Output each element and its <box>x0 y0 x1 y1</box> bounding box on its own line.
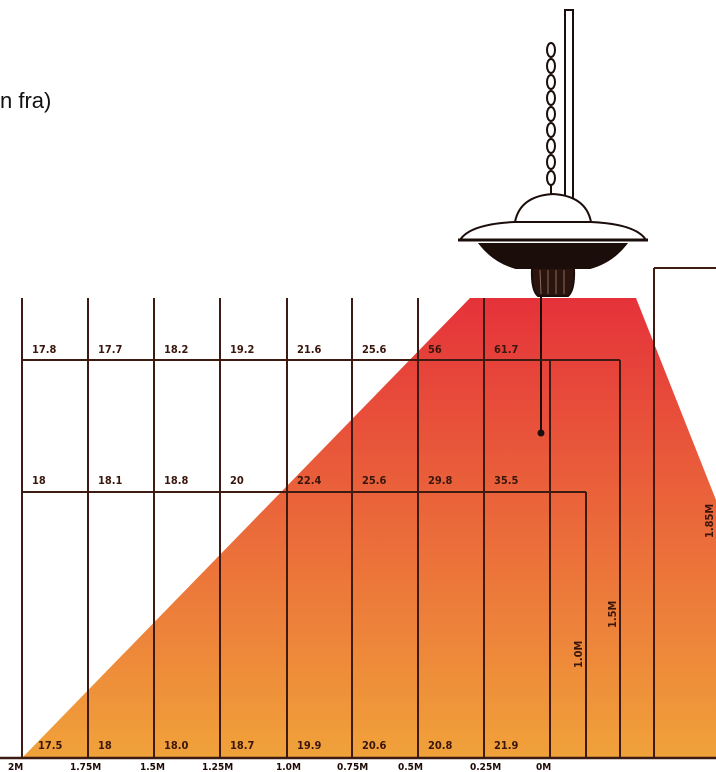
temperature-value: 18 <box>98 739 112 752</box>
distance-label: 1.0M <box>276 762 301 772</box>
temperature-value: 20 <box>230 474 244 487</box>
temperature-value: 21.9 <box>494 739 519 752</box>
temperature-value: 19.2 <box>230 343 255 356</box>
distance-label: 0.75M <box>337 762 368 772</box>
heat-cone <box>22 298 716 758</box>
temperature-value: 35.5 <box>494 474 519 487</box>
caption-text: n fra) <box>0 88 52 113</box>
temperature-value: 18.0 <box>164 739 189 752</box>
temperature-value: 18 <box>32 474 46 487</box>
temperature-value: 25.6 <box>362 343 387 356</box>
temperature-value: 17.5 <box>38 739 63 752</box>
grid-lines <box>0 267 716 760</box>
temperature-value: 18.2 <box>164 343 189 356</box>
distance-labels: 2M 1.75M 1.5M 1.25M 1.0M 0.75M 0.5M 0.25M 0M <box>8 762 551 772</box>
height-label-1m: 1.0M <box>572 641 585 668</box>
temperature-value: 20.6 <box>362 739 387 752</box>
temperature-value: 29.8 <box>428 474 453 487</box>
temperature-value: 17.8 <box>32 343 57 356</box>
temperature-value: 19.9 <box>297 739 322 752</box>
distance-label: 0.25M <box>470 762 501 772</box>
temperature-value: 18.7 <box>230 739 255 752</box>
temperature-value: 61.7 <box>494 343 519 356</box>
temperature-value: 20.8 <box>428 739 453 752</box>
temperature-value: 21.6 <box>297 343 322 356</box>
distance-label: 0.5M <box>398 762 423 772</box>
temperature-values: 17.8 17.7 18.2 19.2 21.6 25.6 56 61.7 18 18.1 18.8… <box>32 343 519 752</box>
temperature-value: 25.6 <box>362 474 387 487</box>
temperature-value: 18.1 <box>98 474 123 487</box>
distance-label: 1.25M <box>202 762 233 772</box>
distance-label: 1.5M <box>140 762 165 772</box>
height-label-1-5m: 1.5M <box>606 601 619 628</box>
temperature-value: 18.8 <box>164 474 189 487</box>
patio-heater-icon <box>458 9 648 437</box>
distance-label: 0M <box>536 762 551 772</box>
height-label-1-85m: 1.85M <box>703 504 716 538</box>
temperature-value: 17.7 <box>98 343 123 356</box>
distance-label: 2M <box>8 762 23 772</box>
temperature-value: 22.4 <box>297 474 322 487</box>
distance-label: 1.75M <box>70 762 101 772</box>
temperature-value: 56 <box>428 343 442 356</box>
